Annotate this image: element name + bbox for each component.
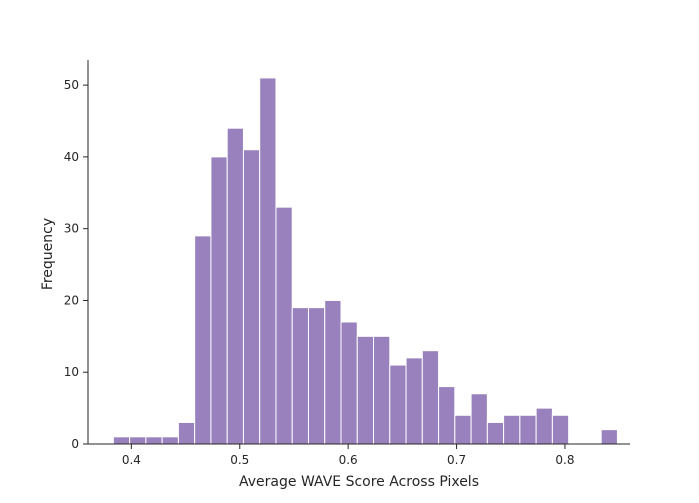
histogram-bar-0 [112,436,131,445]
histogram-bar-14 [340,321,358,445]
histogram-bar-1 [129,436,147,445]
y-tick-label: 10 [64,365,79,379]
histogram-bar-18 [405,357,423,445]
histogram-bar-27 [551,414,570,445]
histogram-bar-21 [454,414,472,445]
histogram-bar-30 [600,429,618,445]
y-tick-label: 0 [71,437,79,451]
histogram-bar-13 [324,299,342,445]
histogram-bar-25 [519,414,537,445]
histogram-bar-22 [470,393,488,445]
histogram-bar-26 [535,407,553,445]
histogram-bar-7 [226,127,244,445]
histogram-bar-15 [356,335,375,445]
x-tick-label: 0.5 [230,453,249,467]
x-tick-label: 0.8 [555,453,574,467]
y-tick-label: 50 [64,78,79,92]
y-tick-label: 40 [64,150,79,164]
histogram-bar-4 [177,421,196,445]
y-tick-label: 30 [64,222,79,236]
histogram-bar-24 [503,414,521,445]
histogram-bar-5 [194,235,212,445]
bars-layer [112,77,618,445]
histogram-bar-6 [210,156,228,445]
histogram-bar-16 [373,335,391,445]
y-axis-label: Frequency [40,218,56,290]
axes-layer [87,60,630,445]
x-axis-label: Average WAVE Score Across Pixels [239,474,479,490]
histogram-bar-23 [486,421,505,445]
histogram-bar-19 [421,350,440,445]
histogram-bar-8 [242,149,261,445]
x-tick-label: 0.4 [122,453,141,467]
histogram-bar-10 [275,206,293,445]
histogram-bar-20 [438,386,456,445]
histogram-bar-12 [307,307,326,445]
histogram-bar-11 [291,307,309,445]
x-tick-label: 0.7 [447,453,466,467]
x-ticks-layer: 0.4 0.5 0.6 0.7 0.8 [122,444,575,467]
histogram-bar-3 [161,436,179,445]
y-tick-label: 20 [64,293,79,307]
histogram-bar-9 [259,77,277,445]
histogram-bar-17 [389,364,407,445]
histogram-bar-2 [145,436,163,445]
x-tick-label: 0.6 [339,453,358,467]
y-ticks-layer: 0 10 20 30 40 50 [64,78,88,451]
